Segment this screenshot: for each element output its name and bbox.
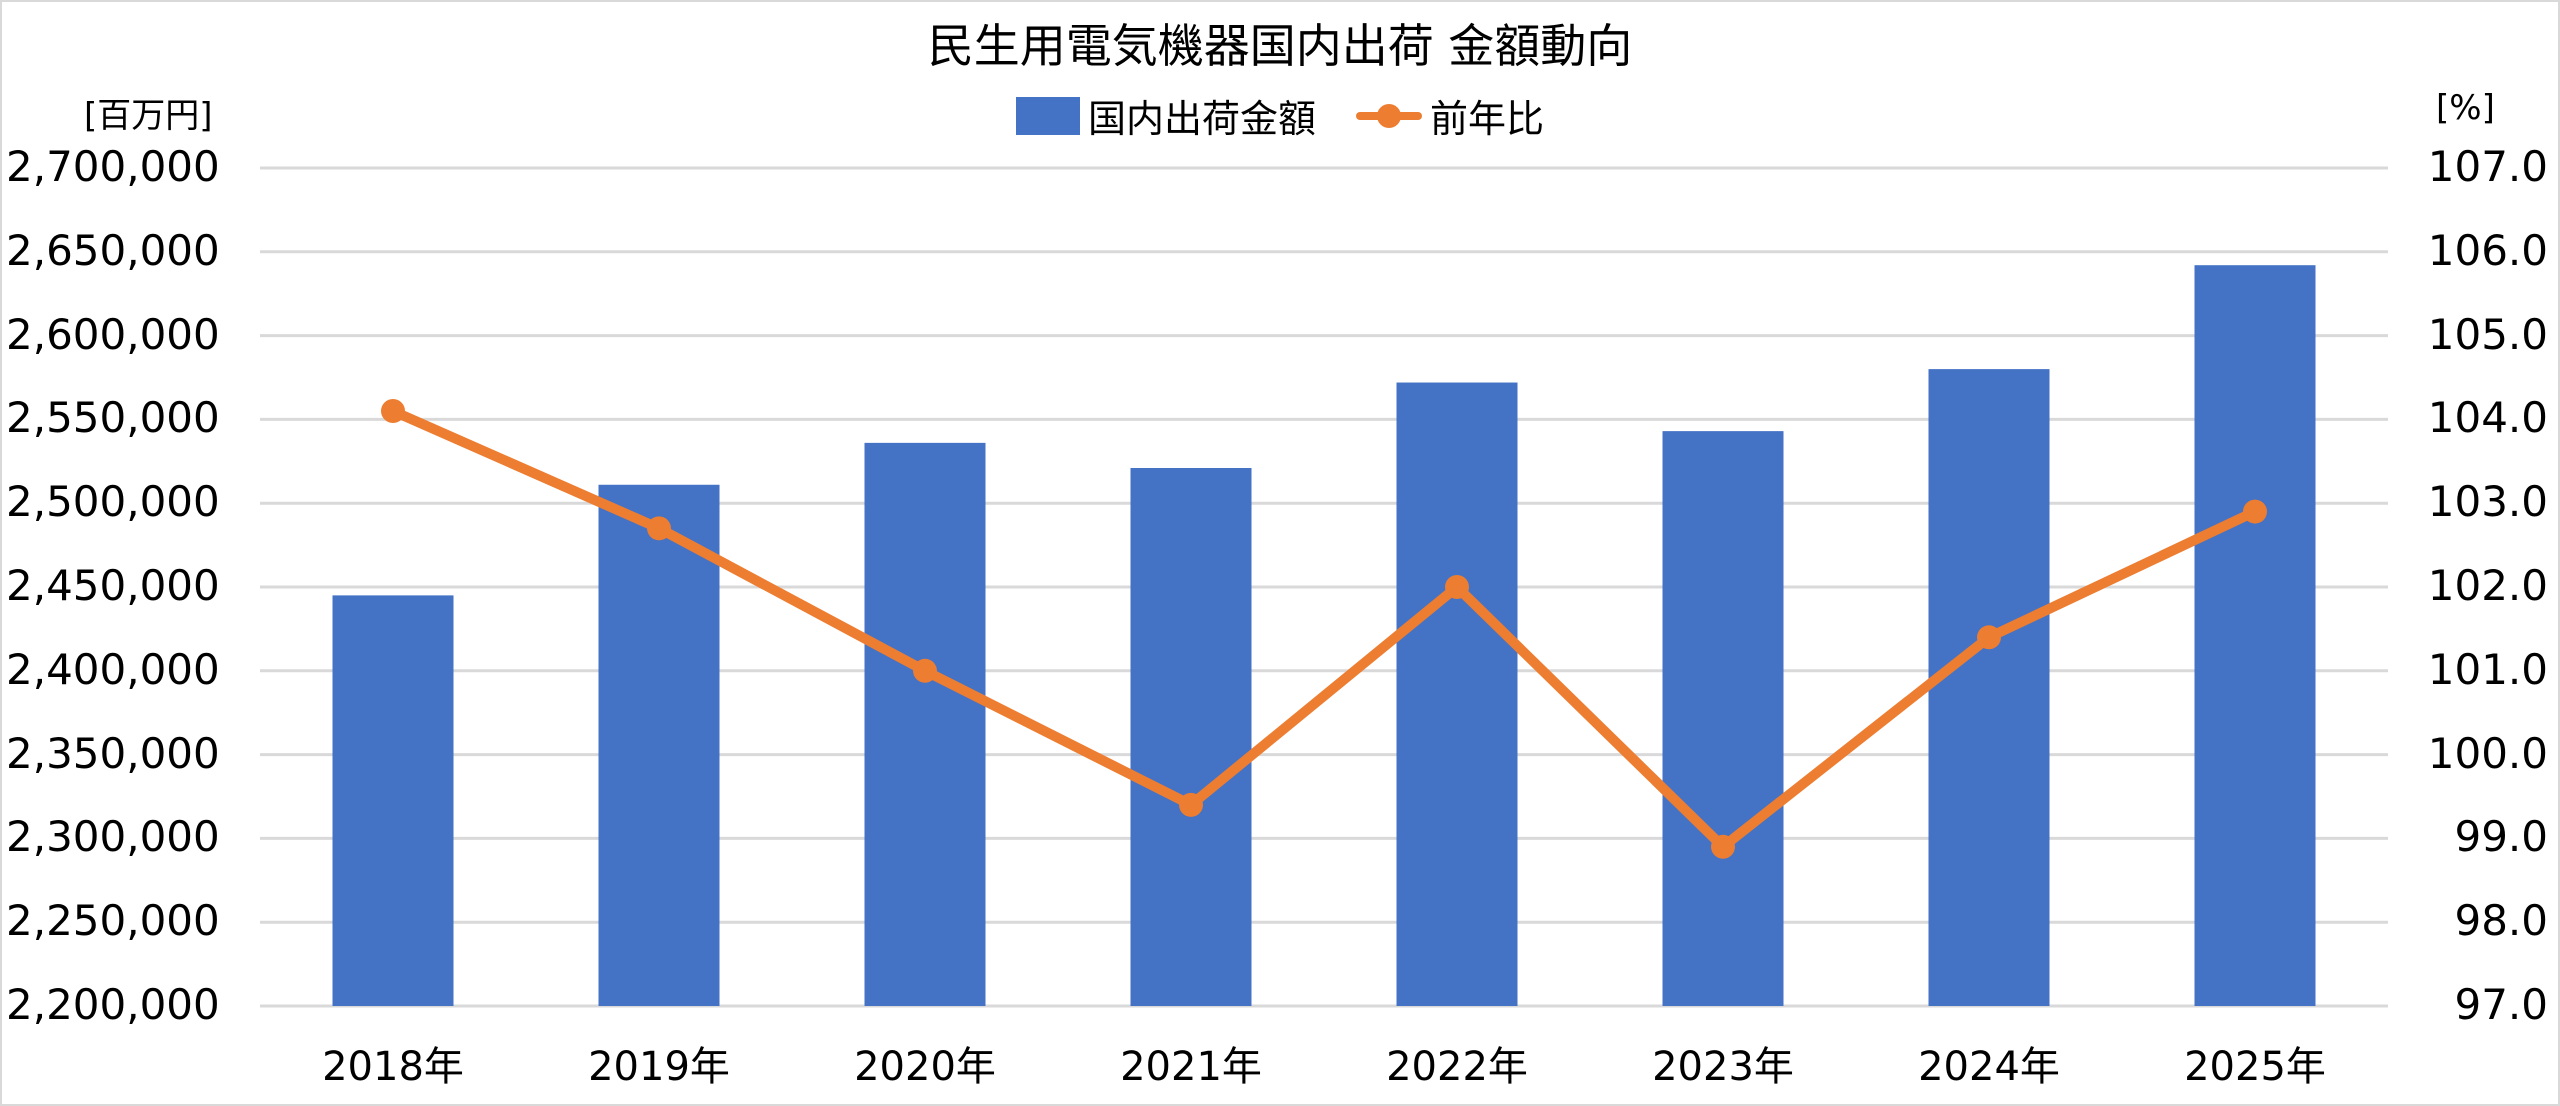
legend: 国内出荷金額 前年比 [0,88,2560,143]
bar-2025年 [2194,265,2316,1006]
chart-title: 民生用電気機器国内出荷 金額動向 [927,19,1633,73]
x-axis-tick-label: 2020年 [854,1044,996,1090]
left-axis-tick-label: 2,300,000 [6,812,220,862]
bar-2018年 [332,595,454,1006]
left-axis-tick-label: 2,600,000 [6,309,220,359]
left-axis-tick-label: 2,350,000 [6,728,220,778]
x-axis-tick-label: 2024年 [1918,1044,2060,1090]
yoy-line [390,406,2258,852]
left-axis-tick-label: 2,450,000 [6,561,220,610]
right-axis-tick-label: 98.0 [2454,896,2548,946]
yoy-marker-2024年 [1977,625,2001,650]
yoy-marker-2021年 [1179,792,1203,817]
x-axis-tick-label: 2025年 [2184,1044,2326,1090]
legend-item-line: 前年比 [1356,88,1544,143]
x-axis-tick-label: 2018年 [322,1044,464,1090]
x-axis-tick-label: 2023年 [1652,1044,1794,1090]
right-axis-tick-label: 101.0 [2427,644,2548,694]
yoy-marker-2023年 [1711,834,1735,859]
right-axis-tick-label: 106.0 [2427,225,2548,275]
legend-label-bar: 国内出荷金額 [1087,97,1316,141]
right-axis-tick-label: 97.0 [2454,980,2548,1029]
left-axis-tick-label: 2,650,000 [6,225,220,275]
x-axis-tick-label: 2022年 [1386,1044,1528,1090]
left-axis-tick-label: 2,700,000 [6,142,220,191]
legend-item-bar: 国内出荷金額 [1015,88,1316,143]
yoy-marker-2020年 [913,658,937,683]
bar-2023年 [1662,431,1784,1007]
yoy-marker-2022年 [1445,575,1469,599]
yoy-marker-2018年 [381,399,405,424]
right-axis-tick-label: 103.0 [2427,477,2548,527]
right-axis-tick-label: 104.0 [2427,393,2548,443]
bar-2019年 [598,484,720,1006]
left-axis-tick-label: 2,250,000 [6,896,220,946]
yoy-marker-2019年 [647,516,671,541]
bar-2022年 [1396,382,1518,1006]
right-axis-tick-label: 100.0 [2427,728,2548,778]
right-axis-tick-label: 99.0 [2454,812,2548,862]
right-axis-tick-label: 102.0 [2427,561,2548,610]
left-axis-tick-label: 2,500,000 [6,477,220,527]
right-axis-tick-label: 105.0 [2427,309,2548,359]
left-axis-tick-label: 2,550,000 [6,393,220,443]
left-axis-unit: [百万円] [84,96,213,136]
left-axis-tick-label: 2,400,000 [6,644,220,694]
legend-label-line: 前年比 [1430,97,1545,141]
right-axis-unit: [%] [2436,88,2495,128]
right-axis-tick-label: 107.0 [2427,142,2548,191]
x-axis-tick-label: 2019年 [588,1044,730,1090]
yoy-marker-2025年 [2243,499,2267,524]
bar-2020年 [864,442,986,1006]
bar-2021年 [1130,468,1252,1006]
legend-line-marker-icon [1356,97,1422,135]
x-axis-tick-label: 2021年 [1120,1044,1262,1090]
left-axis-tick-label: 2,200,000 [6,980,220,1029]
legend-bar-swatch-icon [1015,96,1080,135]
bar-2024年 [1928,369,2050,1006]
